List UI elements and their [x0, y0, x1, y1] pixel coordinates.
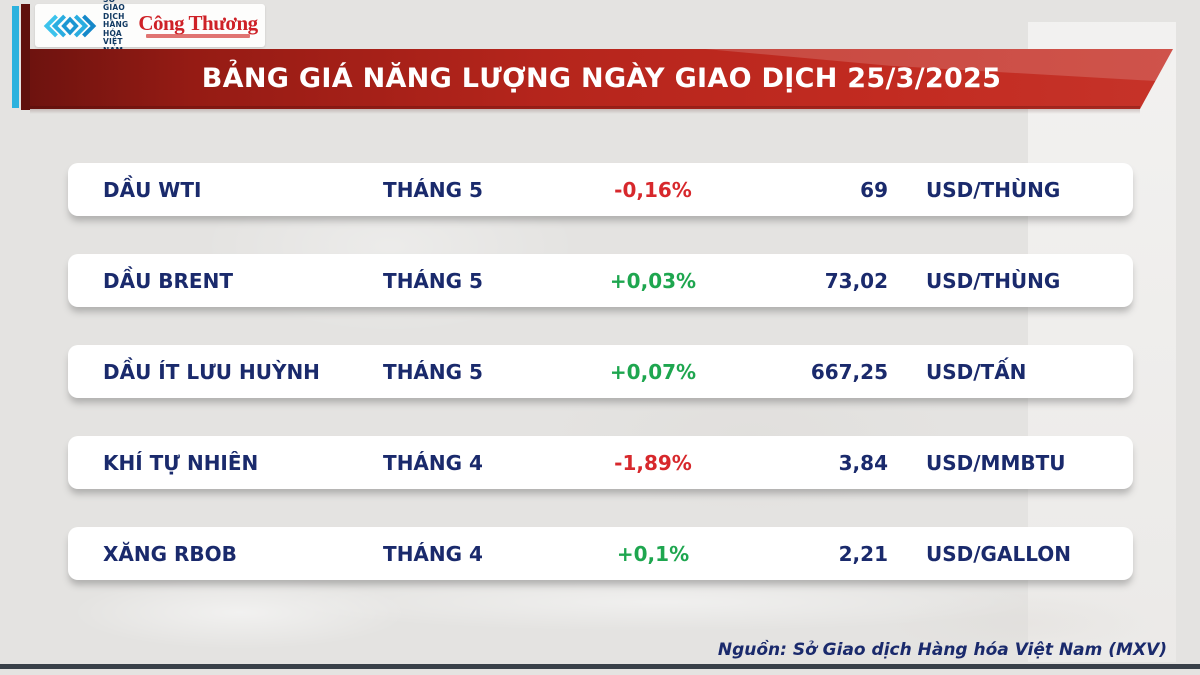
left-accent-stripe-maroon — [21, 4, 30, 110]
congthuong-logo: Công Thương — [138, 11, 258, 38]
price-value: 3,84 — [838, 450, 888, 475]
banner-shadow — [30, 106, 1140, 114]
contract-month: THÁNG 5 — [383, 359, 483, 384]
logo-bar: SỞ GIAO DỊCH HÀNG HÓA VIỆT NAM Công Thươ… — [35, 0, 265, 55]
congthuong-logo-text: Công Thương — [138, 11, 258, 35]
contract-month: THÁNG 5 — [383, 268, 483, 293]
price-value: 73,02 — [824, 268, 888, 293]
source-caption: Nguồn: Sở Giao dịch Hàng hóa Việt Nam (M… — [717, 640, 1167, 660]
contract-month: THÁNG 4 — [383, 450, 483, 475]
price-value: 667,25 — [810, 359, 888, 384]
price-value: 69 — [860, 177, 888, 202]
table-row: DẦU ÍT LƯU HUỲNH THÁNG 5 +0,07% 667,25 U… — [68, 345, 1133, 398]
price-unit: USD/THÙNG — [926, 177, 1061, 202]
commodity-name: DẦU BRENT — [103, 268, 233, 293]
percent-change: +0,03% — [609, 268, 697, 293]
commodity-name: DẦU WTI — [103, 177, 202, 202]
congthuong-tagline-bar — [145, 34, 250, 38]
percent-change: -1,89% — [614, 450, 692, 475]
price-table: DẦU WTI THÁNG 5 -0,16% 69 USD/THÙNG DẦU … — [68, 163, 1133, 618]
table-row: XĂNG RBOB THÁNG 4 +0,1% 2,21 USD/GALLON — [68, 527, 1133, 580]
percent-change: +0,07% — [609, 359, 697, 384]
table-row: DẦU BRENT THÁNG 5 +0,03% 73,02 USD/THÙNG — [68, 254, 1133, 307]
commodity-name: KHÍ TỰ NHIÊN — [103, 450, 259, 475]
mxv-text-line2: HÀNG HÓA — [103, 20, 129, 38]
price-unit: USD/TẤN — [926, 359, 1027, 384]
table-row: KHÍ TỰ NHIÊN THÁNG 4 -1,89% 3,84 USD/MMB… — [68, 436, 1133, 489]
mxv-logo-icon — [43, 14, 97, 37]
table-row: DẦU WTI THÁNG 5 -0,16% 69 USD/THÙNG — [68, 163, 1133, 216]
commodity-name: DẦU ÍT LƯU HUỲNH — [103, 359, 320, 384]
contract-month: THÁNG 5 — [383, 177, 483, 202]
title-banner: BẢNG GIÁ NĂNG LƯỢNG NGÀY GIAO DỊCH 25/3/… — [30, 49, 1173, 109]
price-unit: USD/GALLON — [926, 541, 1071, 566]
mxv-text-line1: SỞ GIAO DỊCH — [103, 0, 125, 21]
page-title: BẢNG GIÁ NĂNG LƯỢNG NGÀY GIAO DỊCH 25/3/… — [201, 63, 1002, 94]
mxv-logo-text: SỞ GIAO DỊCH HÀNG HÓA VIỆT NAM — [103, 0, 128, 55]
percent-change: -0,16% — [614, 177, 692, 202]
bottom-divider-bar — [0, 664, 1200, 669]
price-value: 2,21 — [838, 541, 888, 566]
percent-change: +0,1% — [616, 541, 690, 566]
left-accent-stripe-cyan — [12, 6, 19, 108]
contract-month: THÁNG 4 — [383, 541, 483, 566]
price-unit: USD/THÙNG — [926, 268, 1061, 293]
commodity-name: XĂNG RBOB — [103, 541, 237, 566]
price-unit: USD/MMBTU — [926, 450, 1066, 475]
